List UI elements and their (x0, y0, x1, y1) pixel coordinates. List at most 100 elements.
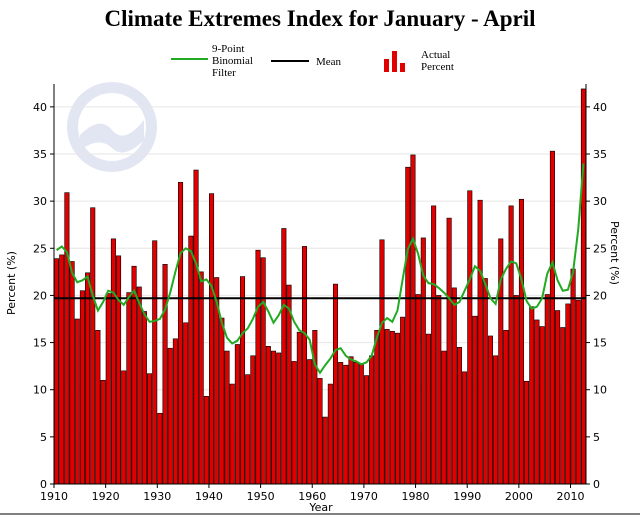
bar (100, 379, 106, 485)
bar (467, 190, 473, 485)
bar (296, 331, 302, 485)
bar (327, 383, 333, 485)
x-tick-label: 1990 (453, 490, 481, 503)
bar (544, 294, 550, 485)
bar (95, 330, 101, 485)
bar (575, 299, 581, 485)
bar (245, 374, 251, 485)
bar (105, 293, 111, 485)
y-axis-label-left: Percent (%) (5, 251, 18, 315)
x-axis-label: Year (308, 501, 333, 514)
bar (234, 344, 240, 485)
bar (74, 318, 80, 485)
bar (400, 316, 406, 485)
legend-filter-label-3: Filter (212, 67, 236, 79)
x-tick-label: 2000 (505, 490, 533, 503)
y-tick-label-right: 30 (593, 195, 607, 208)
bar (116, 255, 122, 485)
bar (394, 332, 400, 485)
bar (482, 278, 488, 485)
y-tick-label-left: 40 (33, 101, 47, 114)
y-tick-label-right: 0 (593, 478, 600, 491)
bar (343, 364, 349, 485)
bar (451, 287, 457, 485)
bar (415, 294, 421, 485)
legend-actual-label-1: Actual (421, 49, 450, 61)
bar (518, 198, 524, 485)
bar (358, 363, 364, 485)
bar (389, 330, 395, 485)
bar (405, 166, 411, 485)
bar (513, 295, 519, 485)
legend-bar-swatch-1 (384, 59, 389, 72)
bar (322, 416, 328, 485)
bar (363, 375, 370, 485)
bar (555, 310, 561, 485)
x-tick-label: 1950 (247, 490, 275, 503)
legend-bar-swatch-3 (400, 63, 405, 72)
bar (281, 228, 287, 485)
bar (425, 333, 431, 485)
bar (410, 154, 416, 485)
bar (178, 181, 184, 485)
bar (188, 235, 194, 485)
bar (152, 240, 158, 485)
bar (219, 317, 225, 485)
x-tick-label: 1980 (402, 490, 430, 503)
bar (276, 352, 282, 485)
bar (472, 315, 478, 485)
bar (110, 238, 116, 485)
bar (85, 272, 91, 485)
y-tick-label-right: 40 (593, 101, 607, 114)
y-tick-label-right: 15 (593, 337, 607, 350)
bar (79, 290, 85, 485)
bar (240, 276, 246, 485)
bar (524, 380, 530, 485)
bar (369, 355, 375, 485)
y-tick-label-right: 5 (593, 431, 600, 444)
bar (141, 311, 147, 485)
legend-filter-label-1: 9-Point (212, 43, 244, 55)
bar (477, 199, 483, 485)
bar (317, 378, 323, 485)
bar (209, 193, 215, 485)
bar (446, 217, 452, 485)
bar (487, 335, 493, 485)
bar (384, 329, 390, 485)
bar (379, 239, 385, 485)
x-tick-label: 1910 (40, 490, 68, 503)
bar (90, 207, 96, 485)
bar (549, 150, 555, 485)
bar (250, 355, 256, 485)
x-tick-label: 1970 (350, 490, 378, 503)
ticks: 0 0 5 5 10 10 15 15 20 20 25 25 30 30 35 35 40 40 1910 1920… (33, 101, 607, 503)
y-tick-label-left: 15 (33, 337, 47, 350)
filter-layer (55, 163, 585, 375)
bar (64, 192, 70, 485)
y-tick-label-left: 20 (33, 289, 47, 302)
legend-bar-swatch-2 (392, 51, 397, 72)
bar (69, 261, 75, 485)
bar (224, 350, 230, 485)
bar (136, 286, 142, 485)
legend-mean-label: Mean (316, 56, 342, 68)
y-tick-label-right: 25 (593, 242, 607, 255)
bar (59, 254, 65, 485)
bar (260, 257, 266, 485)
x-tick-label: 1920 (92, 490, 120, 503)
bar (508, 205, 514, 485)
bar (198, 271, 204, 485)
bar (431, 205, 437, 485)
bar (462, 371, 468, 485)
bar (183, 322, 189, 485)
y-tick-label-left: 0 (40, 478, 47, 491)
y-tick-label-right: 10 (593, 384, 607, 397)
bar (193, 169, 199, 485)
bar (580, 88, 586, 485)
bar (147, 373, 153, 485)
bar (539, 326, 545, 485)
y-tick-label-left: 5 (40, 431, 47, 444)
bar (529, 306, 535, 485)
bar (534, 319, 540, 485)
bar (172, 338, 178, 485)
